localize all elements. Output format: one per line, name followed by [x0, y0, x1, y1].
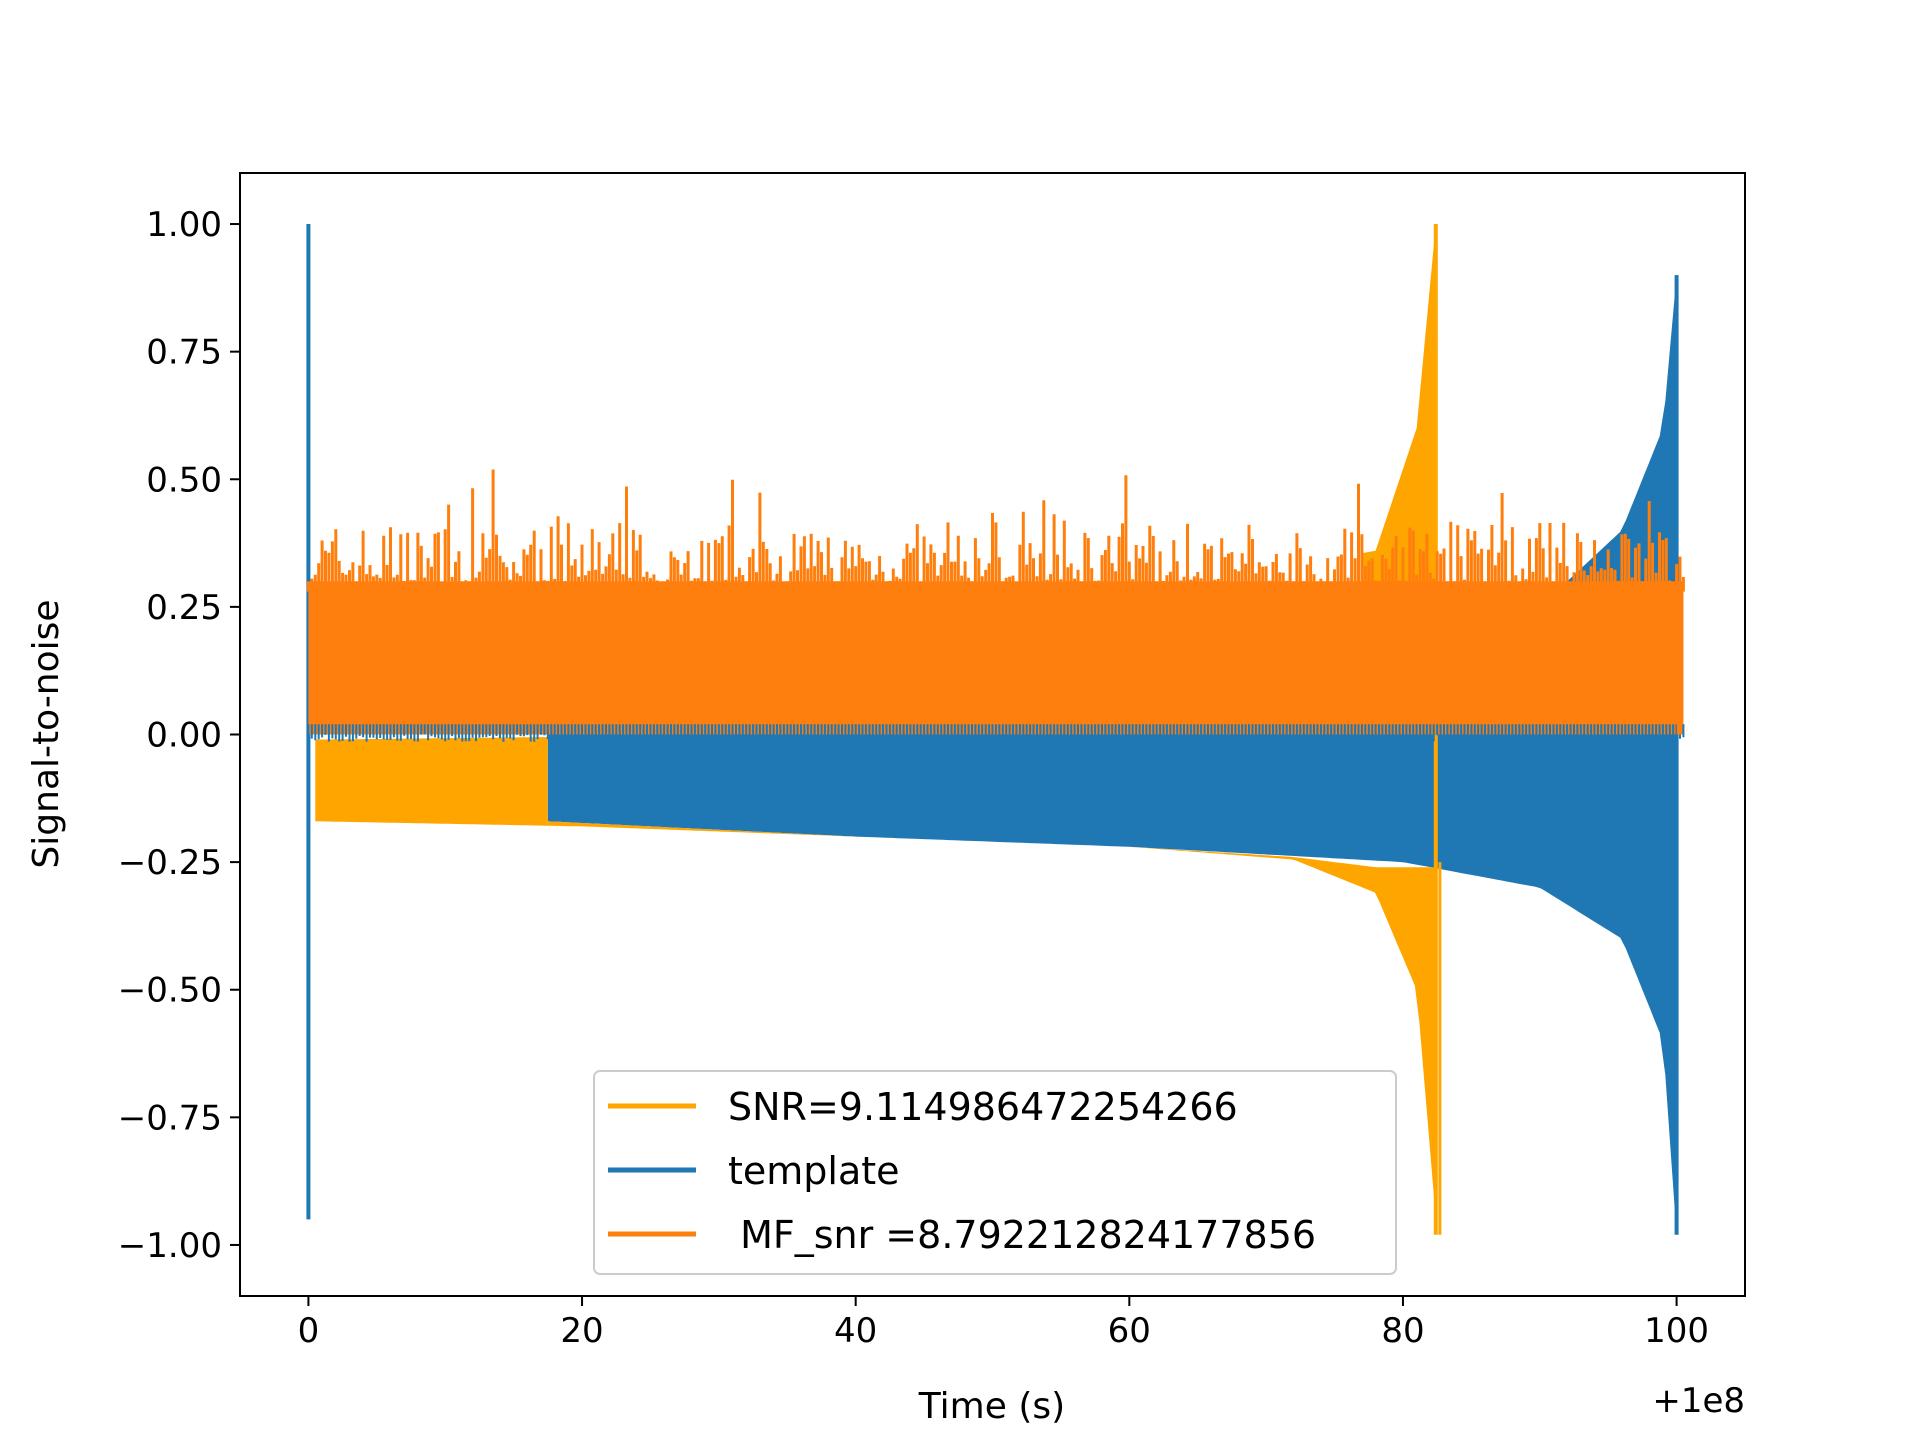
- x-axis-offset-label: +1e8: [1652, 1381, 1745, 1421]
- x-axis-label: Time (s): [918, 1386, 1065, 1427]
- x-tick-label-40: 40: [834, 1311, 877, 1351]
- ticks-layer: 0 20 40 60 80 100 1.00 0.75 0.50 0.25 0.00 −0.25 −0.…: [118, 205, 1709, 1351]
- y-tick-label-8: −1.00: [118, 1226, 222, 1266]
- x-tick-label-100: 100: [1644, 1311, 1709, 1351]
- y-tick-label-4: 0.00: [146, 716, 222, 756]
- series-snr: [315, 224, 1442, 1235]
- snr-envelope-early: [315, 737, 548, 826]
- snr-envelope-chirp: [1361, 224, 1436, 633]
- template-noise-floor: [307, 724, 1685, 743]
- legend-label-template: template: [728, 1149, 900, 1193]
- x-tick-label-0: 0: [298, 1311, 320, 1351]
- y-tick-label-6: −0.50: [118, 971, 222, 1011]
- legend-label-snr: SNR=9.114986472254266: [728, 1085, 1238, 1129]
- x-tick-label-20: 20: [560, 1311, 603, 1351]
- y-tick-label-7: −0.75: [118, 1098, 222, 1138]
- mf-snr-band: [308, 581, 1684, 735]
- series-mf-snr: [306, 469, 1685, 743]
- x-tick-label-80: 80: [1381, 1311, 1424, 1351]
- x-tick-label-60: 60: [1108, 1311, 1151, 1351]
- y-tick-label-5: −0.25: [118, 843, 222, 883]
- y-tick-label-3: 0.25: [146, 588, 222, 628]
- legend: SNR=9.114986472254266 template MF_snr =8…: [593, 1070, 1397, 1275]
- plot-layer: [306, 224, 1685, 1235]
- template-envelope: [547, 275, 1677, 1235]
- y-tick-label-2: 0.50: [146, 460, 222, 500]
- mf-snr-noise-peaks: [306, 469, 1685, 592]
- legend-label-mf-snr: MF_snr =8.792212824177856: [728, 1213, 1316, 1257]
- y-tick-label-1: 0.75: [146, 333, 222, 373]
- legend-box: [593, 1070, 1397, 1275]
- y-axis-label: Signal-to-noise: [26, 599, 67, 868]
- y-tick-label-0: 1.00: [146, 205, 222, 245]
